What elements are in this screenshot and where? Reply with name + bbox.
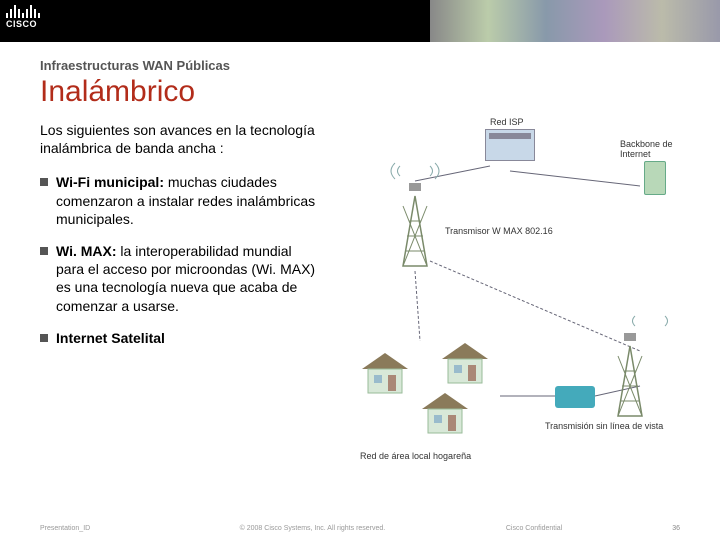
slide-content: Infraestructuras WAN Públicas Inalámbric… <box>0 42 720 481</box>
bullet-text: Wi. MAX: la interoperabilidad mundial pa… <box>56 242 320 315</box>
footer-copyright: © 2008 Cisco Systems, Inc. All rights re… <box>240 525 506 532</box>
footer: Presentation_ID © 2008 Cisco Systems, In… <box>0 525 720 532</box>
breadcrumb: Infraestructuras WAN Públicas <box>40 58 680 73</box>
bullet-item: Wi. MAX: la interoperabilidad mundial pa… <box>40 242 320 315</box>
wimax-tower-icon <box>395 181 435 271</box>
wimax-tower-icon <box>610 331 650 421</box>
page-title: Inalámbrico <box>40 75 680 109</box>
houses-group <box>350 341 500 451</box>
bullet-square-icon <box>40 247 48 255</box>
isp-building-icon <box>470 129 550 171</box>
network-diagram: Red ISP Backbone de Internet <box>340 121 680 481</box>
footer-page-number: 36 <box>672 525 680 532</box>
house-icon <box>360 351 410 395</box>
logo-bars-icon <box>6 4 40 18</box>
lan-label: Red de área local hogareña <box>360 451 471 461</box>
body-columns: Los siguientes son avances en la tecnolo… <box>40 121 680 481</box>
backbone-icon <box>620 161 690 211</box>
nlos-label: Transmisión sin línea de vista <box>545 421 663 431</box>
house-icon <box>420 391 470 435</box>
bullet-text: Wi-Fi municipal: muchas ciudades comenza… <box>56 173 320 228</box>
cisco-logo: CISCO <box>6 4 40 29</box>
bullet-item: Wi-Fi municipal: muchas ciudades comenza… <box>40 173 320 228</box>
header-black: CISCO <box>0 0 430 42</box>
bullet-item: Internet Satelital <box>40 329 320 347</box>
logo-text: CISCO <box>6 19 37 29</box>
bullet-square-icon <box>40 178 48 186</box>
text-column: Los siguientes son avances en la tecnolo… <box>40 121 320 481</box>
house-icon <box>440 341 490 385</box>
bullet-text: Internet Satelital <box>56 329 320 347</box>
transmitter-label: Transmisor W MAX 802.16 <box>445 226 553 236</box>
footer-confidential: Cisco Confidential <box>506 525 672 532</box>
backbone-label: Backbone de Internet <box>620 139 700 159</box>
footer-presentation-id: Presentation_ID <box>40 525 240 532</box>
isp-label: Red ISP <box>490 117 524 127</box>
bullet-square-icon <box>40 334 48 342</box>
intro-paragraph: Los siguientes son avances en la tecnolo… <box>40 121 320 157</box>
header-photo-strip <box>430 0 720 42</box>
router-device-icon <box>555 386 595 408</box>
header-bar: CISCO <box>0 0 720 42</box>
